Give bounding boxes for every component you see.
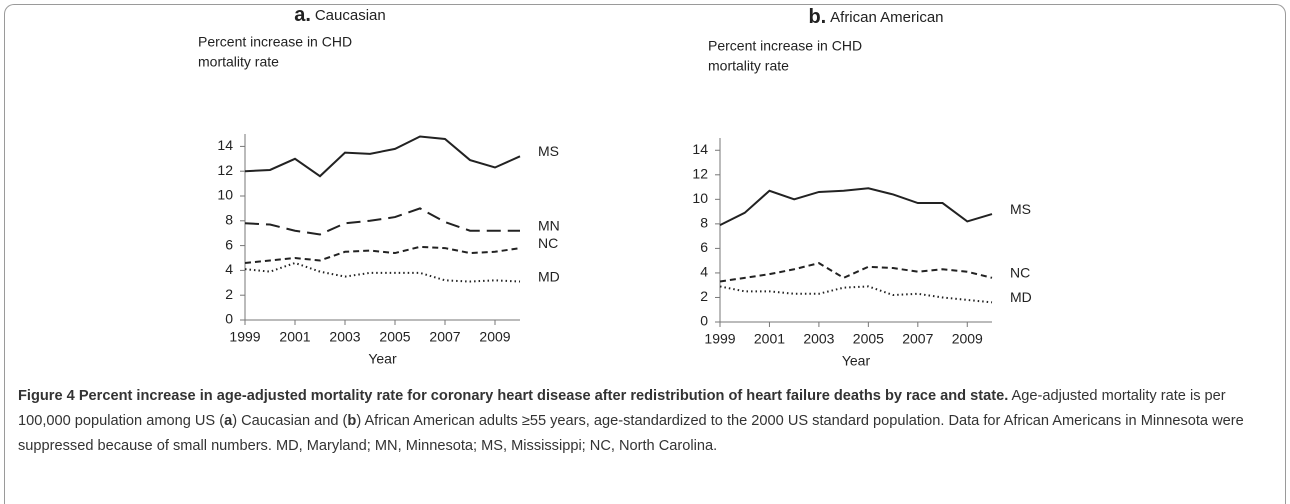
panel-label: b. — [808, 6, 826, 28]
y-tick-label: 10 — [217, 187, 233, 203]
series-label: MS — [1010, 201, 1031, 217]
chart-title: b. African American — [808, 6, 943, 28]
x-axis-label: Year — [368, 351, 397, 367]
panel-label: a. — [294, 4, 311, 26]
y-tick-label: 14 — [692, 141, 708, 157]
y-tick-label: 12 — [692, 166, 708, 182]
x-tick-label: 2009 — [479, 329, 510, 345]
x-tick-label: 2003 — [329, 329, 360, 345]
series-line — [719, 262, 993, 283]
series-line — [719, 285, 993, 304]
y-tick-label: 4 — [225, 261, 233, 277]
series-label: NC — [538, 235, 558, 251]
y-tick-label: 14 — [217, 137, 233, 153]
caption-title: Figure 4 Percent increase in age-adjuste… — [18, 388, 1009, 404]
caption-text: ) African American adults ≥55 years, age… — [18, 413, 1244, 454]
x-tick-label: 2009 — [952, 331, 983, 347]
caption-text: Age-adjusted mortality rate is per 100,0… — [18, 388, 1226, 429]
x-tick-label: 2001 — [279, 329, 310, 345]
y-tick-label: 2 — [700, 288, 708, 304]
caption-text: b — [347, 413, 357, 429]
caption-text: a — [224, 413, 233, 429]
x-tick-label: 2005 — [379, 329, 410, 345]
y-tick-label: 8 — [700, 215, 708, 231]
x-tick-label: 2001 — [754, 331, 785, 347]
y-tick-label: 6 — [225, 236, 233, 252]
x-tick-label: 2007 — [902, 331, 933, 347]
x-tick-label: 2005 — [853, 331, 884, 347]
series-line — [244, 261, 521, 283]
series-label: NC — [1010, 265, 1030, 281]
y-axis-label: Percent increase in CHD — [198, 34, 352, 50]
y-axis-label: mortality rate — [708, 58, 789, 74]
series-label: MD — [1010, 289, 1032, 305]
y-axis-label: Percent increase in CHD — [708, 38, 862, 54]
x-tick-label: 1999 — [229, 329, 260, 345]
figure-frame — [4, 4, 1286, 504]
panel-title: African American — [830, 9, 943, 26]
series-line — [244, 135, 521, 178]
caption-text: ) Caucasian and ( — [232, 413, 348, 429]
series-line — [244, 207, 520, 236]
y-axis-label: mortality rate — [198, 54, 279, 70]
y-tick-label: 0 — [225, 311, 233, 327]
series-label: MN — [538, 217, 560, 233]
y-tick-label: 4 — [700, 264, 708, 280]
x-axis-label: Year — [842, 353, 871, 369]
y-tick-label: 2 — [225, 286, 233, 302]
series-label: MD — [538, 268, 560, 284]
chart-title: a. Caucasian — [294, 4, 385, 26]
x-tick-label: 1999 — [704, 331, 735, 347]
y-tick-label: 0 — [700, 313, 708, 329]
y-tick-label: 10 — [692, 190, 708, 206]
charts: a. Caucasian Percent increase in CHD morta… — [198, 4, 1032, 369]
y-tick-label: 6 — [700, 239, 708, 255]
panel-title: Caucasian — [315, 7, 386, 24]
series-line — [244, 245, 521, 264]
series-label: MS — [538, 143, 559, 159]
x-tick-label: 2003 — [803, 331, 834, 347]
series-line — [719, 187, 993, 226]
y-tick-label: 8 — [225, 212, 233, 228]
x-tick-label: 2007 — [429, 329, 460, 345]
y-tick-label: 12 — [217, 162, 233, 178]
caption: Figure 4 Percent increase in age-adjuste… — [18, 384, 1278, 459]
